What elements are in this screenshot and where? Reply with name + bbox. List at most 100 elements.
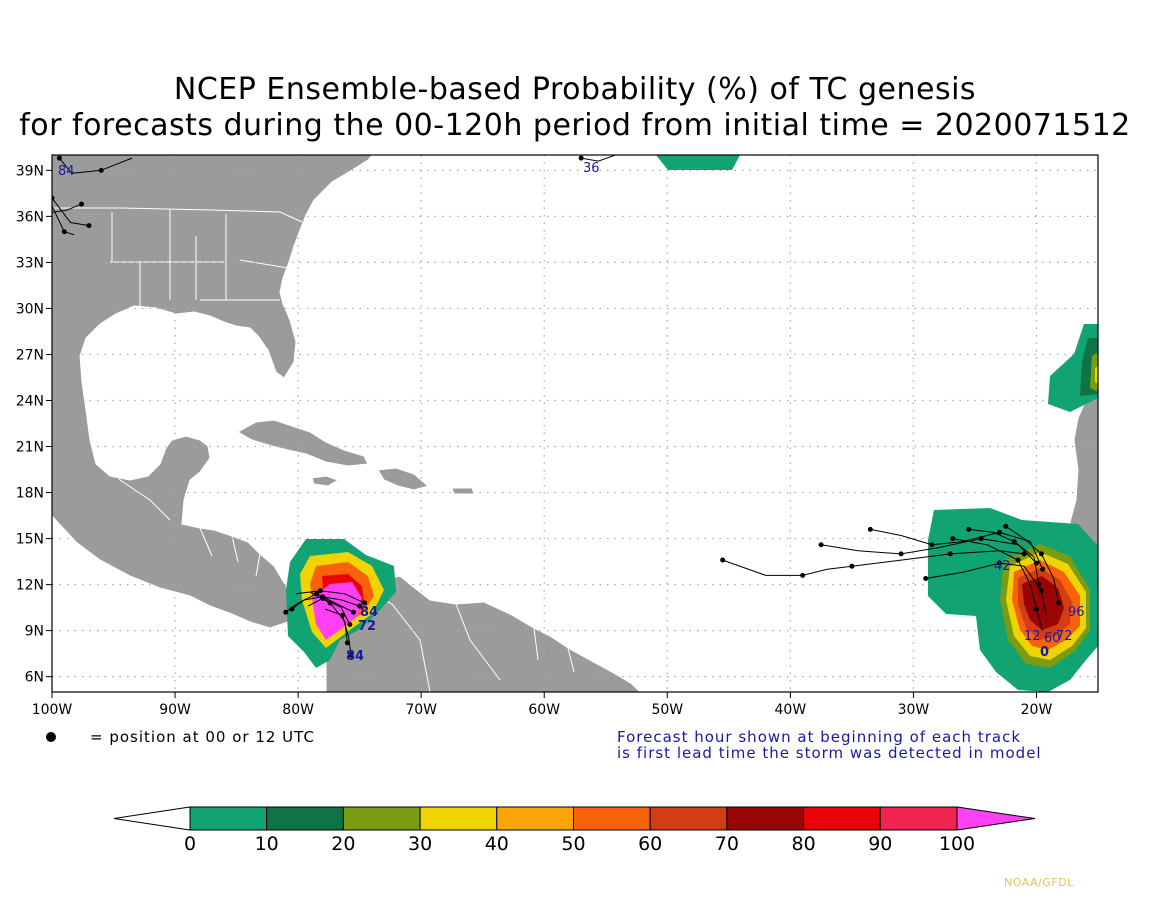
colorbar-segment	[803, 806, 881, 831]
map-axes: 100W 90W 80W 70W 60W 50W 40W 30W 20W 39N 36N 33N 30N…	[16, 163, 1053, 718]
lon-tick-label: 20W	[1021, 702, 1053, 718]
track-position-dot	[578, 155, 584, 161]
colorbar-segment	[726, 806, 805, 831]
track-position-dot	[1015, 557, 1021, 563]
colorbar: 0 10 20 30 40 50 60 70 80 90 100	[113, 806, 1036, 855]
colorbar-tick-label: 70	[715, 833, 739, 855]
lon-tick-label: 30W	[898, 702, 930, 718]
storm-track-line	[581, 155, 617, 162]
track-position-dot	[1033, 606, 1039, 612]
chart-title-line-2: for forecasts during the 00-120h period …	[19, 108, 1131, 143]
track-position-dot	[98, 167, 104, 173]
track-label: 84	[58, 164, 75, 179]
track-position-dot	[283, 609, 289, 615]
lat-tick-label: 27N	[16, 347, 44, 363]
colorbar-segment	[419, 806, 498, 831]
country-boundaries	[52, 207, 575, 692]
storm-track-line	[952, 538, 1044, 631]
track-position-dot	[947, 551, 953, 557]
track-position-dot	[317, 588, 323, 594]
lat-tick-label: 36N	[16, 209, 44, 225]
genesis-probability-shading-east-atlantic	[928, 508, 1098, 692]
track-label: 0	[1040, 645, 1049, 660]
track-position-dot	[1040, 566, 1046, 572]
colorbar-segment	[496, 806, 574, 831]
track-position-dot	[79, 201, 85, 207]
track-position-dot	[357, 603, 363, 609]
track-position-dot	[867, 526, 873, 532]
track-position-dot	[1036, 582, 1042, 588]
colorbar-segment	[342, 806, 421, 831]
storm-track-line	[52, 204, 75, 236]
track-position-dot	[1038, 588, 1044, 594]
lat-tick-label: 6N	[25, 670, 44, 686]
lat-tick-label: 12N	[16, 578, 44, 594]
lon-tick-label: 50W	[651, 702, 683, 718]
cuba-land	[236, 419, 369, 467]
track-label: 84	[346, 649, 364, 664]
track-position-dot	[44, 211, 48, 215]
hispaniola-land	[377, 467, 430, 491]
lat-tick-label: 30N	[16, 301, 44, 317]
storm-tracks	[44, 150, 1062, 658]
forecast-note-line-2: is first lead time the storm was detecte…	[617, 744, 1042, 762]
storm-track-line	[325, 608, 352, 656]
lat-tick-label: 18N	[16, 486, 44, 502]
lon-tick-label: 90W	[159, 702, 191, 718]
credit-label: NOAA/GFDL	[1004, 876, 1074, 889]
lon-tick-label: 100W	[32, 702, 73, 718]
colorbar-over-arrow	[956, 806, 1036, 831]
track-position-dot	[720, 557, 726, 563]
lat-tick-label: 9N	[25, 624, 44, 640]
colorbar-tick-label: 60	[638, 833, 662, 855]
lat-tick-label: 15N	[16, 532, 44, 548]
lat-tick-label: 39N	[16, 163, 44, 179]
storm-track-line	[310, 591, 348, 643]
track-position-dot	[622, 150, 626, 154]
track-position-dot	[339, 612, 345, 618]
track-position-dot	[1056, 600, 1062, 606]
track-position-dot	[350, 609, 356, 615]
legend-note: = position at 00 or 12 UTC	[90, 728, 315, 746]
jamaica-land	[311, 475, 340, 487]
lat-tick-label: 33N	[16, 255, 44, 271]
track-position-dot	[1011, 539, 1017, 545]
map-frame	[51, 154, 1099, 693]
genesis-probability-shading-north-atlantic	[656, 155, 740, 170]
lon-tick-label: 60W	[528, 702, 560, 718]
track-position-dot	[818, 542, 824, 548]
chart-title-line-1: NCEP Ensemble-based Probability (%) of T…	[173, 72, 977, 107]
land-masses	[52, 155, 1098, 692]
track-position-dot-icon	[46, 732, 56, 742]
track-position-dot	[898, 551, 904, 557]
forecast-note-line-1: Forecast hour shown at beginning of each…	[617, 728, 1022, 746]
track-position-dot	[348, 652, 354, 658]
lat-tick-label: 24N	[16, 393, 44, 409]
track-hour-labels: 84 36 42 84 72 84 12 60 0 72 96	[58, 161, 1085, 664]
track-position-dot	[966, 526, 972, 532]
prob-70-80-region	[1022, 576, 1064, 630]
track-label: 42	[994, 559, 1011, 574]
track-position-dot	[1003, 523, 1009, 529]
track-position-dot	[1021, 551, 1027, 557]
track-position-dot	[849, 563, 855, 569]
lon-tick-label: 40W	[775, 702, 807, 718]
storm-track-line	[52, 197, 89, 227]
colorbar-segment	[266, 806, 344, 831]
track-position-dot	[997, 529, 1003, 535]
track-position-dot	[327, 600, 333, 606]
colorbar-segment	[573, 806, 651, 831]
track-position-dot	[950, 536, 956, 542]
track-position-dot	[800, 572, 806, 578]
track-position-dot	[362, 600, 368, 606]
track-label: 12	[1024, 629, 1041, 644]
puerto-rico-land	[451, 487, 475, 495]
colorbar-segment	[649, 806, 728, 831]
colorbar-tick-label: 80	[792, 833, 816, 855]
storm-track-line	[52, 203, 82, 213]
storm-track-line	[925, 562, 1047, 616]
track-position-dot	[86, 223, 92, 229]
colorbar-segment	[879, 806, 958, 831]
colorbar-tick-label: 20	[331, 833, 355, 855]
